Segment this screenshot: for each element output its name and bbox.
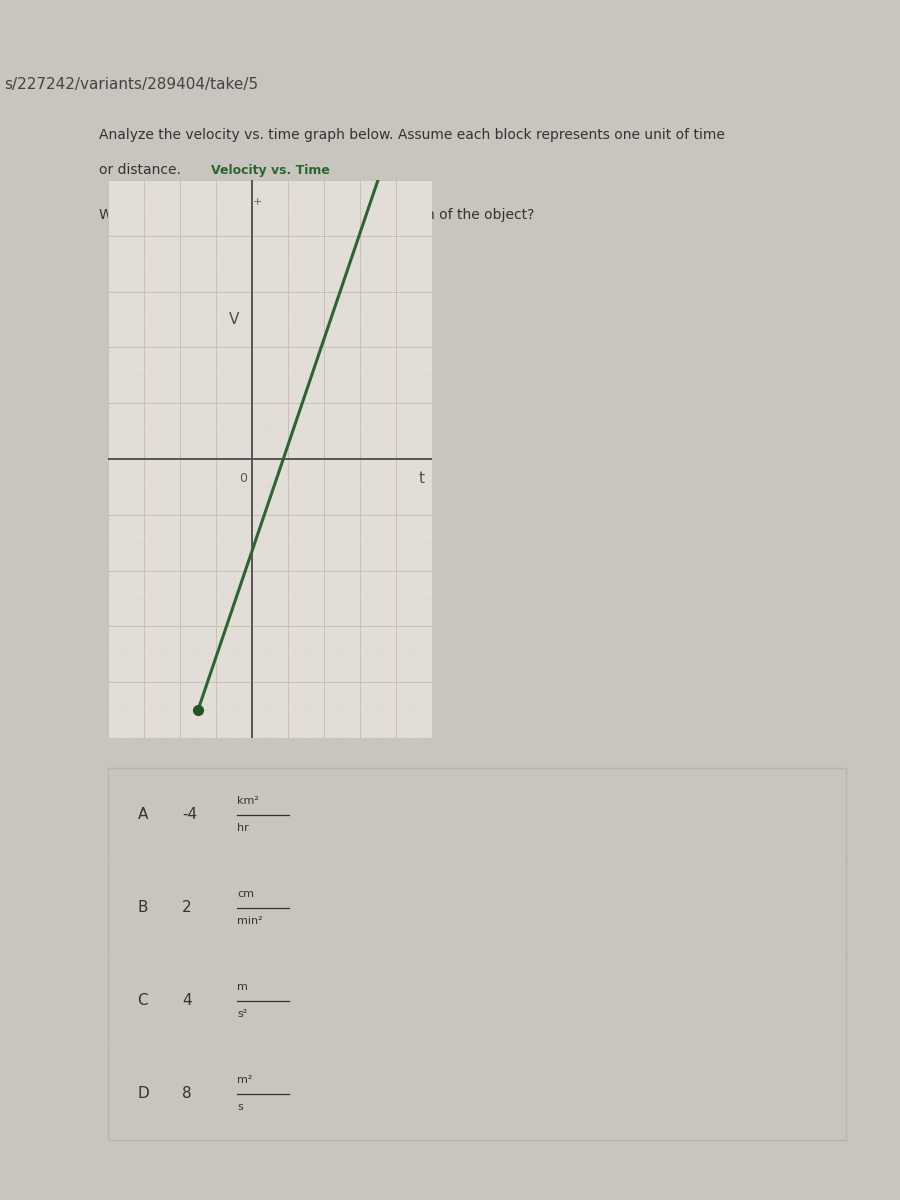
Text: min²: min² bbox=[238, 916, 263, 925]
Text: 2: 2 bbox=[182, 900, 192, 914]
Text: s/227242/variants/289404/take/5: s/227242/variants/289404/take/5 bbox=[4, 77, 258, 92]
Text: B: B bbox=[138, 900, 148, 914]
Text: or distance.: or distance. bbox=[99, 162, 181, 176]
Text: t: t bbox=[418, 472, 424, 486]
Title: Velocity vs. Time: Velocity vs. Time bbox=[211, 164, 329, 178]
Text: +: + bbox=[253, 197, 262, 208]
Text: D: D bbox=[138, 1086, 149, 1102]
Text: A: A bbox=[138, 806, 148, 822]
Text: 8: 8 bbox=[182, 1086, 192, 1102]
Text: C: C bbox=[138, 994, 148, 1008]
Text: 0: 0 bbox=[239, 472, 247, 485]
Text: s: s bbox=[238, 1102, 243, 1111]
Text: Analyze the velocity vs. time graph below. Assume each block represents one unit: Analyze the velocity vs. time graph belo… bbox=[99, 128, 724, 143]
Text: hr: hr bbox=[238, 823, 249, 833]
Text: km²: km² bbox=[238, 797, 259, 806]
Text: m: m bbox=[238, 983, 248, 992]
Text: -4: -4 bbox=[182, 806, 197, 822]
Text: 4: 4 bbox=[182, 994, 192, 1008]
Text: s²: s² bbox=[238, 1009, 248, 1019]
Text: V: V bbox=[229, 312, 239, 326]
Text: m²: m² bbox=[238, 1075, 253, 1085]
Text: cm: cm bbox=[238, 889, 254, 899]
Text: Which of the following could be the acceleration of the object?: Which of the following could be the acce… bbox=[99, 209, 535, 222]
